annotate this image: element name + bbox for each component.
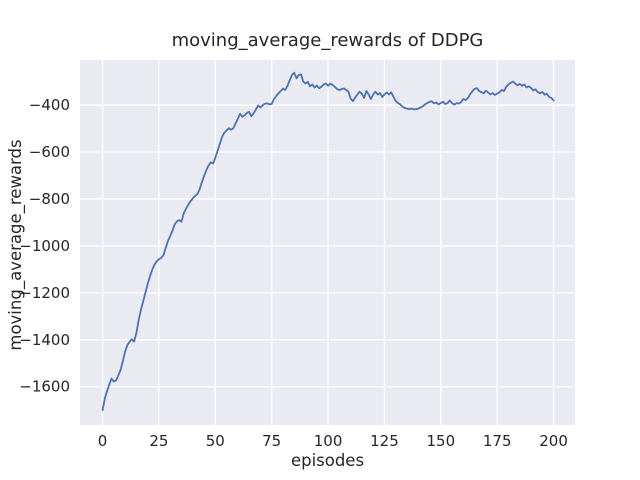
y-tick-labels: −400 −600 −800 −1000 −1200 −1400 −1600 <box>19 96 70 396</box>
x-tick-label: 125 <box>370 432 399 450</box>
grid-lines <box>80 60 575 425</box>
x-tick-label: 50 <box>206 432 225 450</box>
x-tick-label: 100 <box>314 432 343 450</box>
x-tick-label: 175 <box>483 432 512 450</box>
chart-title: moving_average_rewards of DDPG <box>172 30 484 51</box>
x-tick-label: 0 <box>98 432 108 450</box>
y-tick-label: −1200 <box>19 284 70 302</box>
x-axis-label: episodes <box>291 451 364 470</box>
y-tick-label: −800 <box>29 190 70 208</box>
y-tick-label: −1400 <box>19 331 70 349</box>
y-axis-label: moving_average_rewards <box>6 139 26 350</box>
x-tick-label: 150 <box>426 432 455 450</box>
x-tick-label: 75 <box>262 432 281 450</box>
y-tick-label: −400 <box>29 96 70 114</box>
reward-line-series <box>101 71 555 412</box>
x-tick-label: 25 <box>149 432 168 450</box>
y-tick-label: −1600 <box>19 378 70 396</box>
y-tick-label: −1000 <box>19 237 70 255</box>
x-tick-labels: 0 25 50 75 100 125 150 175 200 <box>98 432 568 450</box>
x-tick-label: 200 <box>539 432 568 450</box>
y-tick-label: −600 <box>29 143 70 161</box>
